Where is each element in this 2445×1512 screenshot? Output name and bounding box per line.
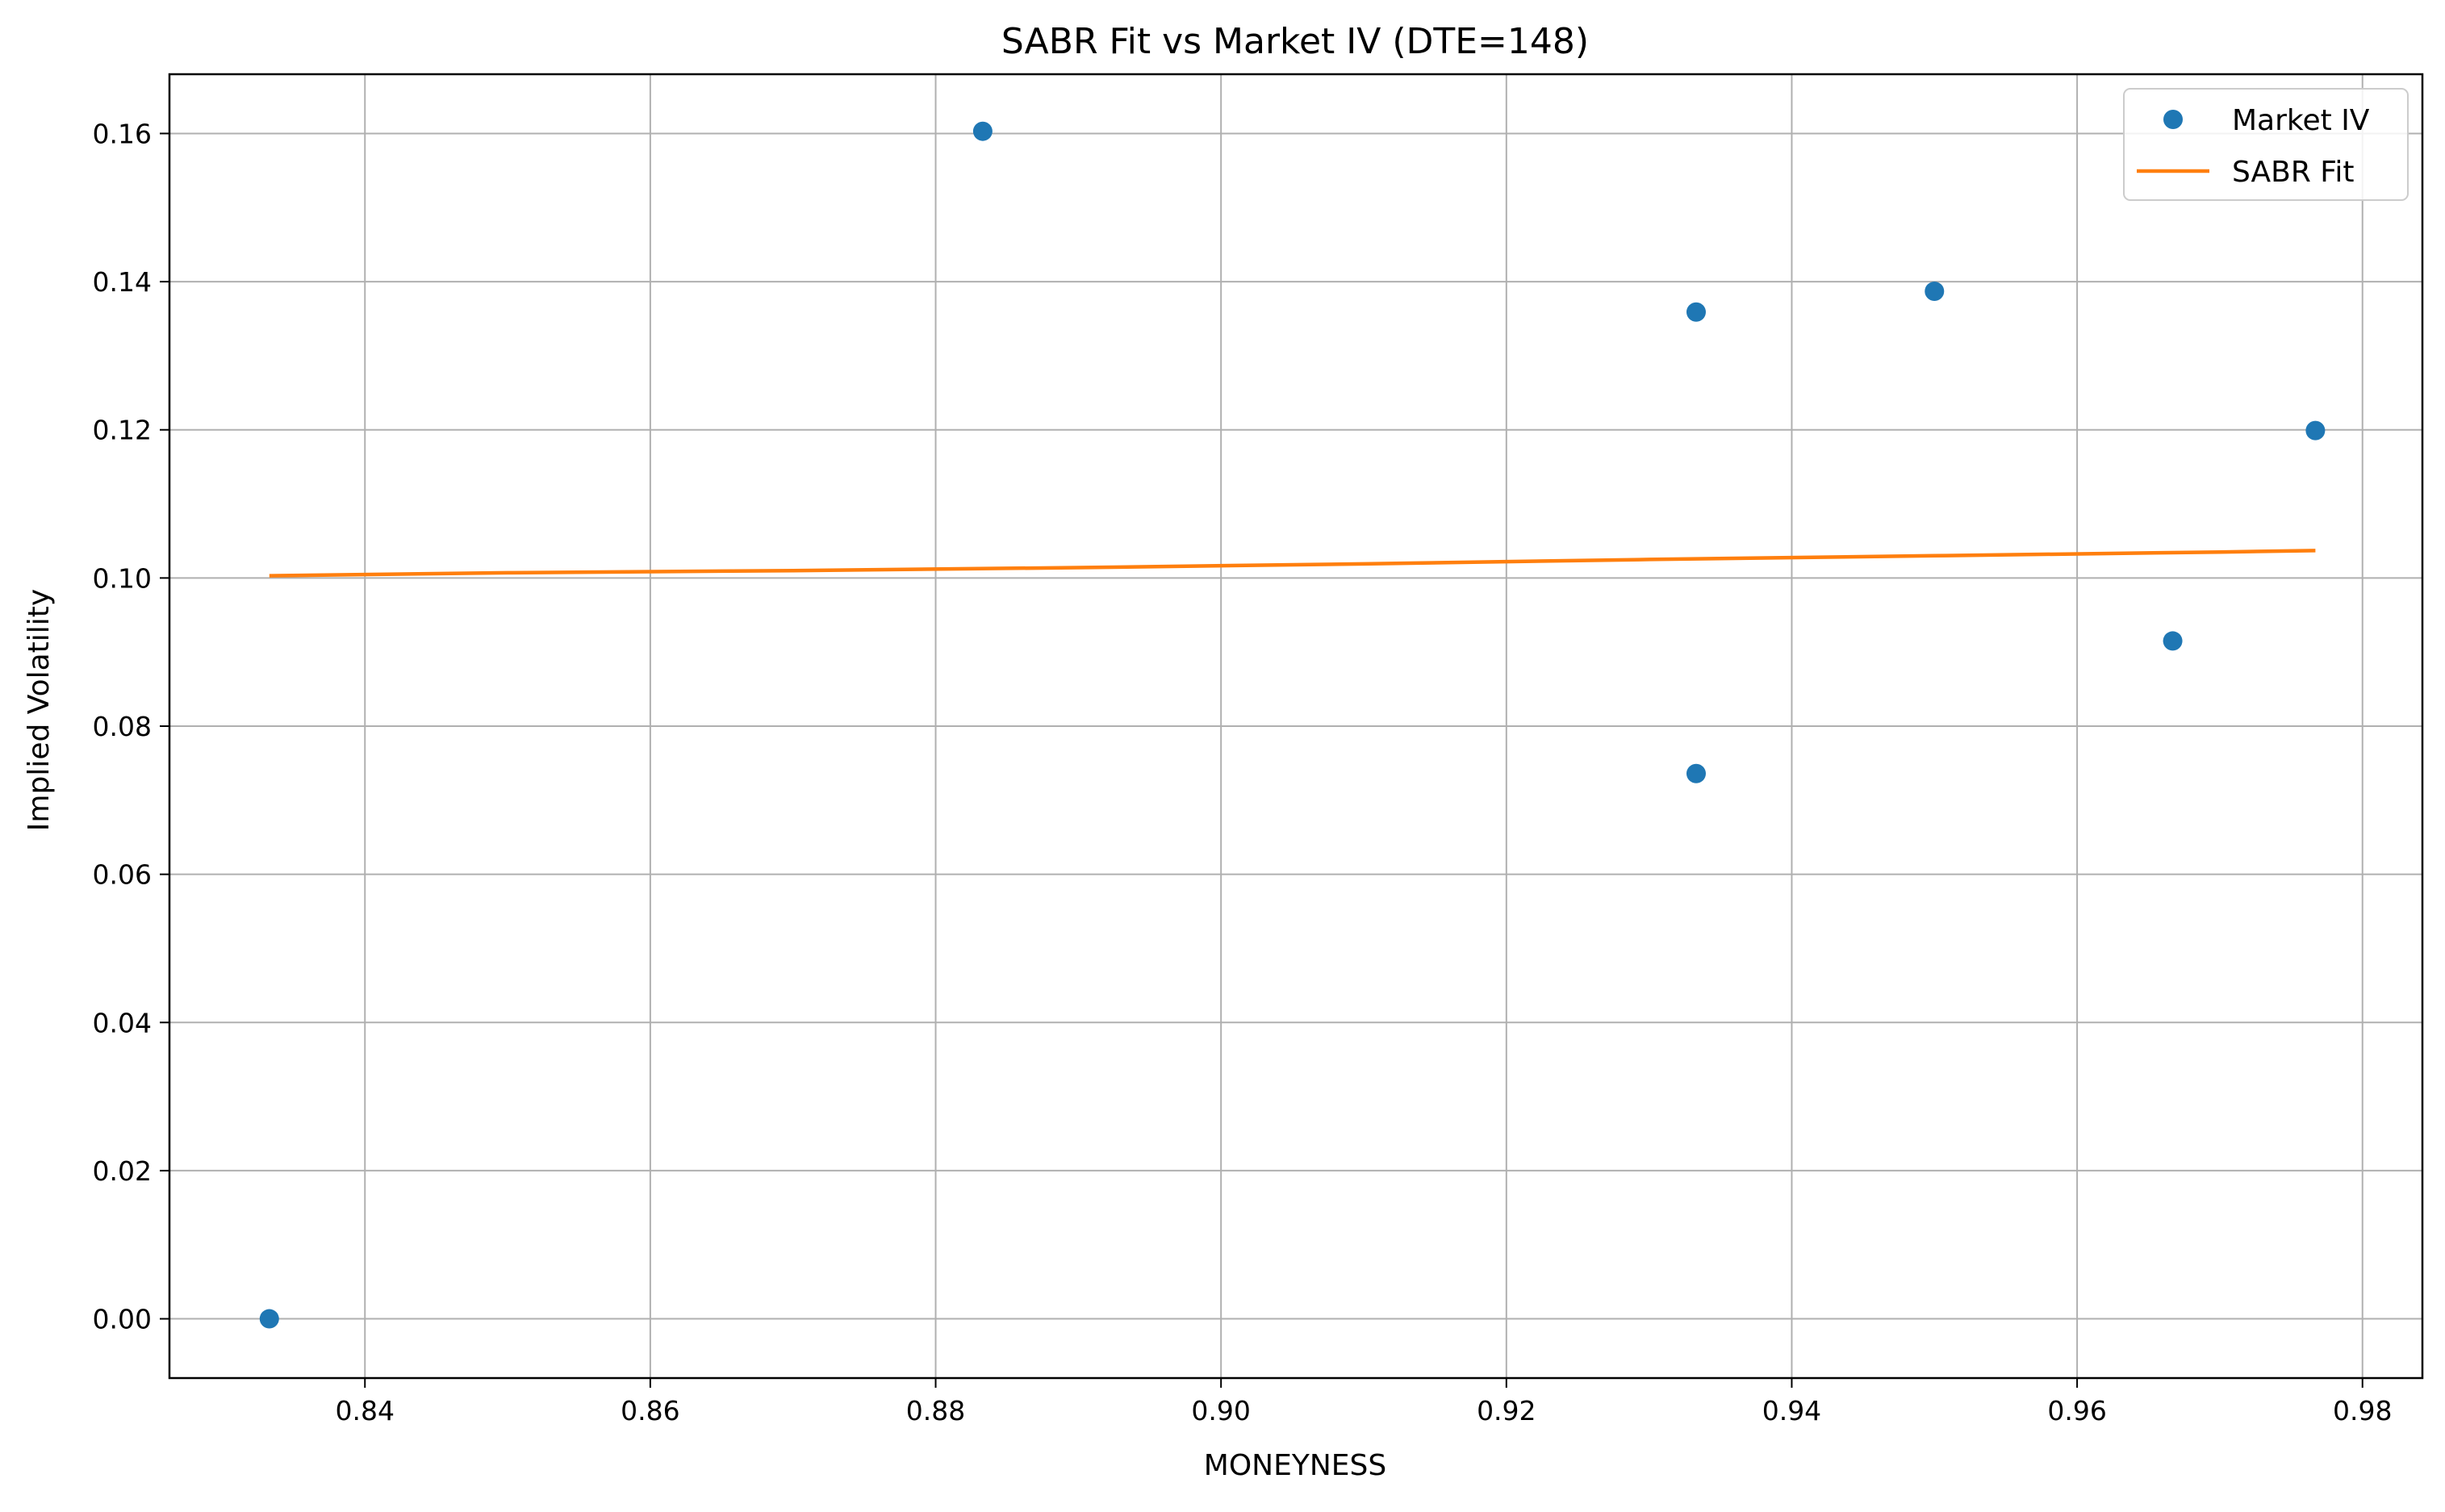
y-tick-label: 0.10 (93, 562, 152, 594)
market-iv-point (1925, 282, 1945, 302)
y-tick-label: 0.12 (93, 415, 152, 446)
series-layer (259, 121, 2326, 1329)
y-tick-label: 0.02 (93, 1155, 152, 1187)
y-tick-label: 0.08 (93, 711, 152, 742)
y-tick-label: 0.16 (93, 118, 152, 149)
x-tick-label: 0.92 (1477, 1395, 1536, 1426)
market-iv-point (1686, 302, 1706, 322)
market-iv-point (259, 1309, 279, 1329)
chart-title: SABR Fit vs Market IV (DTE=148) (1001, 21, 1589, 62)
grid-layer (169, 74, 2422, 1378)
legend-label: Market IV (2232, 104, 2370, 137)
market-iv-point (2163, 631, 2183, 651)
sabr-fit-line (269, 549, 2316, 578)
x-axis-label: MONEYNESS (1204, 1449, 1386, 1482)
tick-layer: 0.84 0.86 0.88 0.90 0.92 0.94 0.96 0.98 0.00 0.02… (93, 118, 2393, 1426)
x-tick-label: 0.88 (906, 1395, 965, 1426)
y-tick-label: 0.14 (93, 266, 152, 298)
y-tick-label: 0.06 (93, 859, 152, 891)
market-iv-point (972, 121, 993, 141)
x-tick-label: 0.90 (1191, 1395, 1250, 1426)
legend-label: SABR Fit (2232, 156, 2355, 189)
y-axis-label: Implied Volatility (23, 589, 56, 831)
x-tick-label: 0.94 (1762, 1395, 1821, 1426)
y-tick-label: 0.04 (93, 1007, 152, 1038)
legend: Market IV SABR Fit (2123, 88, 2409, 201)
x-tick-label: 0.98 (2333, 1395, 2392, 1426)
y-tick-label: 0.00 (93, 1304, 152, 1335)
x-tick-label: 0.86 (621, 1395, 679, 1426)
x-tick-label: 0.84 (336, 1395, 395, 1426)
market-iv-point (1686, 763, 1706, 783)
x-tick-label: 0.96 (2047, 1395, 2106, 1426)
legend-dot-marker (2163, 110, 2183, 129)
market-iv-point (2305, 420, 2326, 441)
